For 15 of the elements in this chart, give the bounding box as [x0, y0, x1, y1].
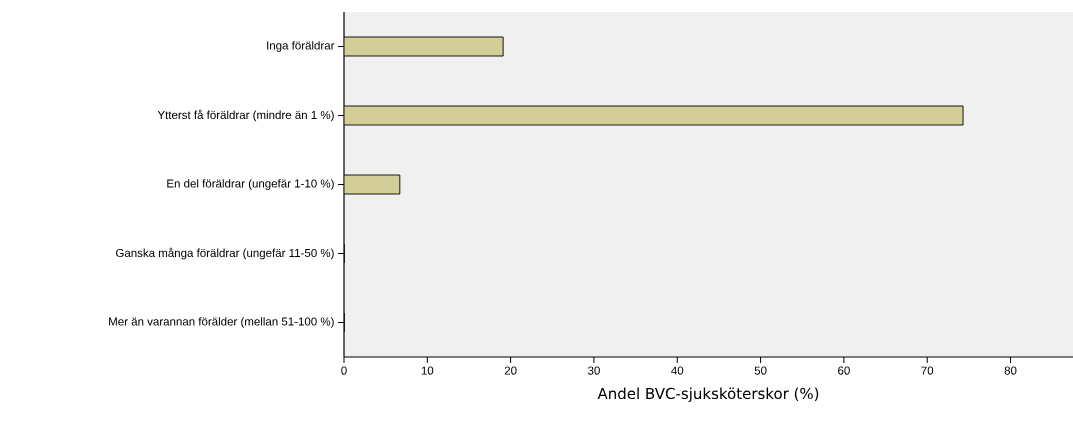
- x-tick-label: 60: [838, 366, 850, 375]
- y-tick-label: Inga föräldrar: [267, 41, 335, 52]
- x-axis-title: Andel BVC-sjuksköterskor (%): [597, 387, 819, 403]
- x-tick-label: 40: [671, 366, 684, 375]
- y-tick-label: Ganska många föräldrar (ungefär 11-50 %): [116, 247, 334, 260]
- x-tick-label: 80: [1004, 366, 1017, 375]
- x-tick-label: 70: [921, 366, 934, 375]
- x-tick-label: 50: [754, 366, 767, 375]
- x-tick-label: 30: [587, 366, 600, 375]
- y-tick-label: Ytterst få föräldrar (mindre än 1 %): [157, 109, 334, 122]
- x-tick-label: 20: [504, 366, 517, 375]
- x-tick-label: 0: [341, 366, 347, 375]
- x-tick-label: 10: [421, 366, 434, 375]
- y-tick-label: En del föräldrar (ungefär 1-10 %): [167, 179, 334, 190]
- y-tick-label: Mer än varannan förälder (mellan 51-100 %): [109, 317, 334, 328]
